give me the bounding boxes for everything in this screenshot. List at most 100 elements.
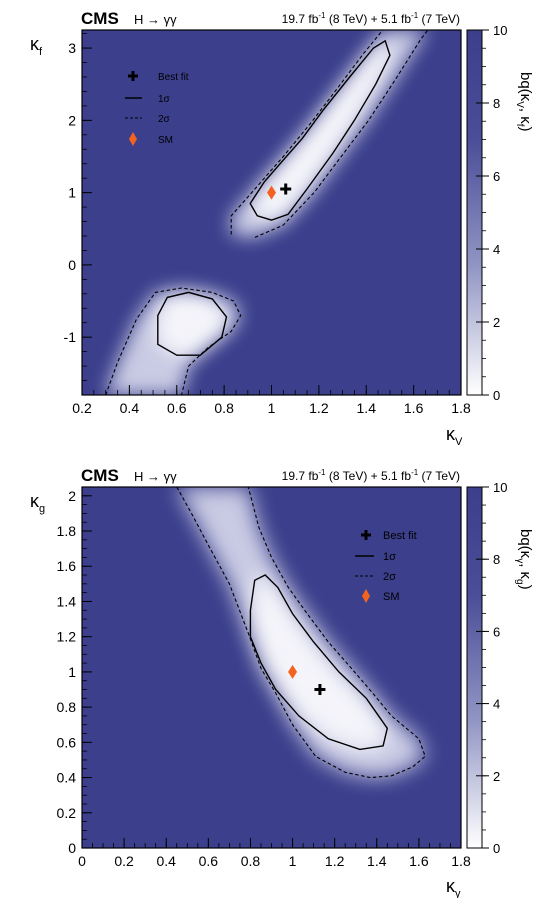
z-tick-label: 4: [493, 242, 500, 257]
x-axis-label: κγ: [446, 876, 461, 898]
x-axis-label: κV: [446, 424, 463, 448]
z-tick-label: 4: [493, 697, 500, 712]
markers: [267, 183, 292, 200]
z-tick-label: 8: [493, 96, 500, 111]
x-tick-label: 1.8: [451, 400, 471, 416]
axes: 0 0.2 0.4 0.6 0.8 1 1.2 1.4 1.6 1.8 0 0.2 0.4 0.6 0.8 1…: [57, 486, 471, 869]
contour-1sigma: [157, 291, 228, 356]
y-tick-label: 1.4: [57, 593, 77, 609]
z-tick-label: 0: [493, 388, 500, 403]
legend-1sigma-label: 1σ: [383, 551, 396, 563]
x-tick-label: 0.2: [72, 400, 92, 416]
legend-sm-label: SM: [158, 135, 173, 146]
colorbar: 0 2 4 6 8 10 bq(κV, κf): [466, 23, 534, 403]
x-tick-label: 1.2: [325, 853, 345, 869]
axes: 0.2 0.4 0.6 0.8 1 1.2 1.4 1.6 1.8 -1 0 1 2 3: [64, 33, 471, 416]
plot-area: 0.2 0.4 0.6 0.8 1 1.2 1.4 1.6 1.8 -1 0 1 2 3 Best fit…: [64, 29, 471, 416]
legend-sm-marker: [129, 132, 137, 146]
x-tick-label: 1.4: [357, 400, 377, 416]
y-tick-label: 1.8: [57, 523, 77, 539]
y-axis-label: κg: [30, 491, 45, 515]
contour-1sigma: [249, 39, 391, 221]
x-tick-label: 1: [268, 400, 276, 416]
y-tick-label: 1: [68, 664, 76, 680]
heatmap: [176, 487, 426, 779]
z-tick-label: 6: [493, 169, 500, 184]
legend-best-fit-marker: [361, 530, 371, 540]
z-tick-label: 10: [493, 480, 507, 495]
y-tick-label: 1.2: [57, 629, 77, 645]
contour-2sigma: [254, 30, 429, 238]
y-tick-label: 2: [68, 112, 76, 128]
x-tick-label: 1.6: [409, 853, 429, 869]
x-tick-label: 1.2: [309, 400, 329, 416]
experiment-label: CMS: [81, 466, 119, 485]
process-label: H → γγ: [134, 469, 177, 484]
y-tick-label: -1: [64, 329, 77, 345]
colorbar-title: bq(κγ, κg): [514, 529, 534, 590]
y-tick-label: 1.6: [57, 558, 77, 574]
colorbar-gradient: [466, 486, 483, 849]
legend-2sigma-label: 2σ: [383, 571, 396, 583]
z-tick-label: 0: [493, 841, 500, 856]
lumi-label: 19.7 fb-1 (8 TeV) + 5.1 fb-1 (7 TeV): [282, 468, 460, 483]
legend-best-fit-label: Best fit: [158, 72, 189, 83]
lumi-label: 19.7 fb-1 (8 TeV) + 5.1 fb-1 (7 TeV): [282, 11, 460, 26]
x-tick-label: 0: [78, 853, 86, 869]
contours: [176, 487, 426, 779]
x-tick-label: 0.4: [156, 853, 176, 869]
y-tick-label: 0.2: [57, 805, 77, 821]
colorbar: 0 2 4 6 8 10 bq(κγ, κg): [466, 480, 534, 856]
colorbar-ticks: 0 2 4 6 8 10: [476, 23, 507, 403]
legend: Best fit 1σ 2σ SM: [355, 530, 417, 603]
legend-sm-label: SM: [383, 591, 400, 603]
chart-kgamma-kg: CMS H → γγ 19.7 fb-1 (8 TeV) + 5.1 fb-1 …: [30, 466, 534, 898]
markers: [288, 664, 326, 696]
y-tick-label: 0: [68, 257, 76, 273]
y-tick-label: 1: [68, 185, 76, 201]
plot-area: 0 0.2 0.4 0.6 0.8 1 1.2 1.4 1.6 1.8 0 0.2 0.4 0.6 0.8 1…: [57, 486, 471, 869]
contour-2sigma: [176, 487, 426, 779]
experiment-label: CMS: [81, 9, 119, 28]
x-tick-label: 0.6: [167, 400, 187, 416]
y-tick-label: 0.6: [57, 734, 77, 750]
z-tick-label: 6: [493, 624, 500, 639]
legend-1sigma-label: 1σ: [158, 94, 171, 105]
x-tick-label: 1.4: [367, 853, 387, 869]
legend-2sigma-label: 2σ: [158, 114, 171, 125]
x-tick-label: 0.6: [199, 853, 219, 869]
contours: [105, 30, 429, 395]
y-axis-label: κf: [30, 34, 43, 58]
y-tick-label: 0.8: [57, 699, 77, 715]
heatmap: [105, 30, 429, 395]
contour-1sigma: [249, 574, 389, 751]
z-tick-label: 2: [493, 315, 500, 330]
colorbar-ticks: 0 2 4 6 8 10: [476, 480, 507, 856]
contour-2sigma: [105, 287, 242, 395]
legend: Best fit 1σ 2σ SM: [125, 71, 189, 146]
sm-point: [267, 185, 276, 200]
legend-best-fit-marker: [128, 71, 138, 81]
heatmap-core: [157, 40, 390, 356]
x-tick-label: 0.4: [120, 400, 140, 416]
x-tick-label: 1: [289, 853, 297, 869]
chart-kv-kf: CMS H → γγ 19.7 fb-1 (8 TeV) + 5.1 fb-1 …: [30, 9, 534, 448]
colorbar-gradient: [466, 29, 483, 396]
contour-2sigma: [230, 30, 384, 235]
process-label: H → γγ: [134, 12, 177, 27]
y-tick-label: 0: [68, 840, 76, 856]
legend-sm-marker: [362, 589, 370, 603]
y-tick-label: 3: [68, 40, 76, 56]
best-fit-point: [280, 183, 292, 195]
best-fit-point: [314, 684, 326, 696]
sm-point: [288, 664, 298, 679]
z-tick-label: 8: [493, 552, 500, 567]
colorbar-title: bq(κV, κf): [514, 72, 534, 131]
x-tick-label: 1.8: [451, 853, 471, 869]
x-tick-label: 1.6: [404, 400, 424, 416]
z-tick-label: 10: [493, 23, 507, 38]
y-tick-label: 0.4: [57, 770, 77, 786]
z-tick-label: 2: [493, 769, 500, 784]
legend-best-fit-label: Best fit: [383, 530, 417, 542]
